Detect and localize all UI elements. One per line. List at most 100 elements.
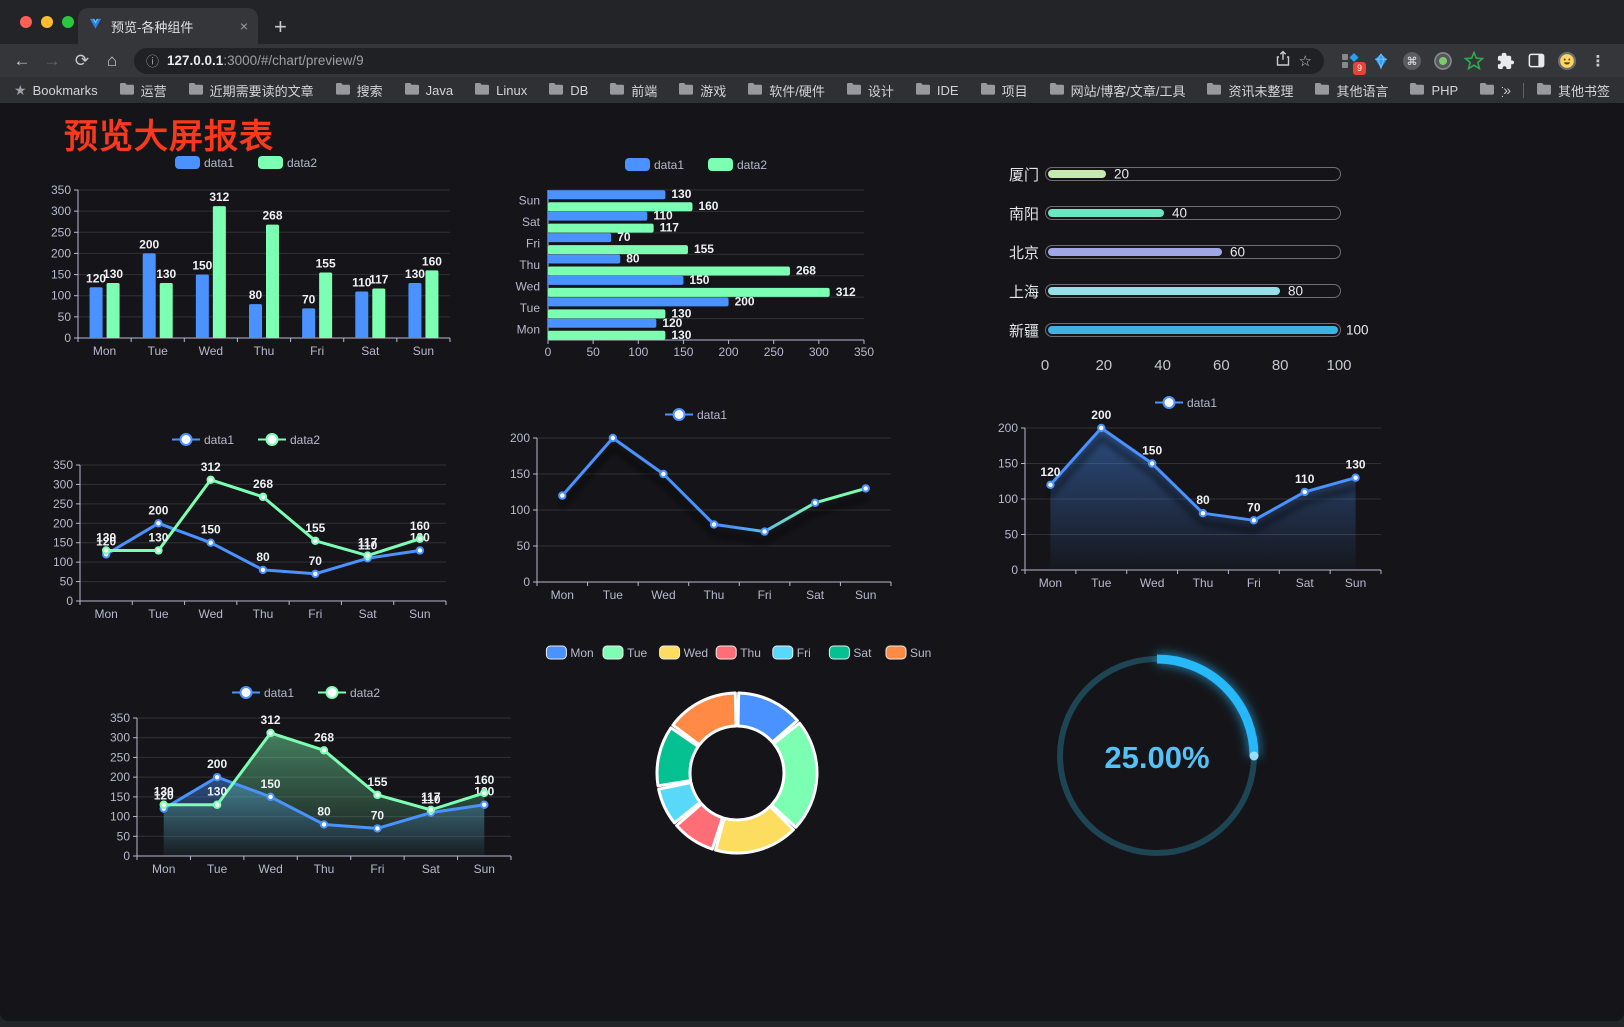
bookmark-folder[interactable]: 软件/硬件: [747, 81, 825, 100]
bookmark-folder[interactable]: IDE: [915, 82, 959, 98]
bookmark-folder[interactable]: 项目: [980, 81, 1028, 100]
minimize-window-button[interactable]: [41, 16, 53, 28]
legend-item[interactable]: Sat: [828, 645, 872, 660]
data-point[interactable]: [311, 569, 320, 579]
side-panel-icon[interactable]: [1526, 51, 1546, 71]
legend-item[interactable]: Wed: [659, 645, 708, 660]
bar[interactable]: [548, 211, 648, 221]
bar[interactable]: [548, 330, 666, 340]
pie-slice[interactable]: [655, 726, 700, 788]
tab-close-icon[interactable]: ×: [239, 18, 248, 34]
legend-item[interactable]: data1: [175, 156, 234, 170]
data-point[interactable]: [373, 790, 382, 800]
data-point[interactable]: [363, 551, 372, 560]
home-button[interactable]: ⌂: [106, 51, 118, 70]
bar[interactable]: [548, 309, 666, 319]
other-bookmarks[interactable]: 其他书签: [1536, 81, 1610, 100]
bar[interactable]: [195, 274, 209, 338]
share-icon[interactable]: [1275, 50, 1291, 72]
data-point[interactable]: [319, 820, 329, 829]
pie-slice[interactable]: [671, 691, 738, 747]
address-bar[interactable]: ⓘ 127.0.0.1:3000/#/chart/preview/9 ☆: [134, 47, 1324, 74]
site-info-icon[interactable]: ⓘ: [146, 54, 160, 69]
bar[interactable]: [142, 253, 156, 338]
legend-item[interactable]: Sun: [885, 645, 931, 660]
legend-item[interactable]: data2: [258, 156, 317, 170]
bookmark-folder[interactable]: PHP: [1409, 82, 1458, 98]
legend-item[interactable]: data1: [232, 686, 294, 700]
bar[interactable]: [249, 304, 262, 338]
bar[interactable]: [548, 202, 693, 212]
bar[interactable]: [212, 206, 226, 338]
bar[interactable]: [372, 288, 386, 338]
legend-item[interactable]: Tue: [602, 645, 648, 660]
bar[interactable]: [355, 291, 369, 338]
bar[interactable]: [548, 233, 612, 243]
bar[interactable]: [548, 245, 688, 255]
bookmark-folder[interactable]: 运营: [119, 81, 167, 100]
bookmark-folder[interactable]: 资讯未整理: [1206, 81, 1293, 100]
data-point[interactable]: [480, 800, 489, 809]
bookmark-star-icon[interactable]: ☆: [1298, 52, 1312, 70]
legend-item[interactable]: data1: [625, 158, 684, 172]
gem-extension-icon[interactable]: [1371, 51, 1391, 71]
legend-item[interactable]: Mon: [545, 645, 594, 660]
data-point[interactable]: [258, 492, 268, 502]
bar[interactable]: [89, 287, 103, 338]
pie-slice[interactable]: [657, 781, 702, 825]
data-point[interactable]: [206, 538, 215, 547]
new-tab-button[interactable]: +: [274, 14, 287, 39]
pie-slice[interactable]: [675, 802, 725, 851]
data-point[interactable]: [558, 491, 567, 500]
data-point[interactable]: [1198, 509, 1208, 518]
data-point[interactable]: [1351, 473, 1360, 482]
extensions-puzzle-icon[interactable]: [1495, 51, 1515, 71]
bookmark-folder[interactable]: 前端: [609, 81, 657, 100]
data-point[interactable]: [608, 433, 618, 443]
bar[interactable]: [548, 287, 830, 297]
bookmarks-overflow-chevron[interactable]: »: [1503, 82, 1511, 98]
emoji-profile-icon[interactable]: [1557, 51, 1577, 71]
bar[interactable]: [159, 283, 173, 338]
data-point[interactable]: [159, 800, 168, 809]
data-point[interactable]: [206, 475, 215, 484]
bar[interactable]: [425, 270, 439, 338]
data-point[interactable]: [319, 746, 329, 755]
bar[interactable]: [106, 283, 120, 338]
bar[interactable]: [266, 224, 279, 338]
data-point[interactable]: [1097, 423, 1106, 433]
pie-slice[interactable]: [770, 721, 819, 829]
legend-item[interactable]: data2: [258, 433, 320, 447]
data-point[interactable]: [311, 536, 320, 545]
browser-tab[interactable]: 预览-各种组件 ×: [78, 8, 258, 44]
data-point[interactable]: [1249, 516, 1259, 525]
bookmark-folder[interactable]: DB: [548, 82, 588, 98]
bookmarks-root[interactable]: ★ Bookmarks: [14, 82, 98, 99]
bar[interactable]: [548, 297, 729, 307]
data-point[interactable]: [1147, 459, 1157, 468]
bookmark-folder[interactable]: 文件服务器: [1479, 81, 1503, 100]
reload-button[interactable]: ⟳: [74, 51, 90, 70]
bookmark-folder[interactable]: Linux: [474, 82, 527, 98]
data-point[interactable]: [266, 792, 275, 802]
data-point[interactable]: [480, 788, 489, 798]
legend-item[interactable]: data2: [708, 158, 767, 172]
data-point[interactable]: [101, 546, 111, 555]
tab-manager-extension-icon[interactable]: 9: [1340, 51, 1366, 75]
back-button[interactable]: ←: [13, 51, 31, 70]
legend-item[interactable]: Fri: [772, 645, 811, 660]
data-point[interactable]: [212, 772, 222, 782]
data-point[interactable]: [810, 498, 820, 508]
bookmark-folder[interactable]: 其他语言: [1314, 81, 1388, 100]
recorder-extension-icon[interactable]: [1433, 51, 1453, 71]
bar[interactable]: [319, 272, 333, 338]
bar[interactable]: [548, 223, 654, 233]
bookmark-folder[interactable]: 近期需要读的文章: [188, 81, 314, 100]
command-extension-icon[interactable]: ⌘: [1402, 51, 1422, 71]
bar[interactable]: [548, 190, 666, 200]
legend-item[interactable]: Thu: [715, 645, 761, 660]
green-star-extension-icon[interactable]: [1464, 50, 1484, 71]
bookmark-folder[interactable]: 设计: [846, 81, 894, 100]
legend-item[interactable]: data1: [665, 408, 727, 422]
data-point[interactable]: [266, 728, 275, 738]
